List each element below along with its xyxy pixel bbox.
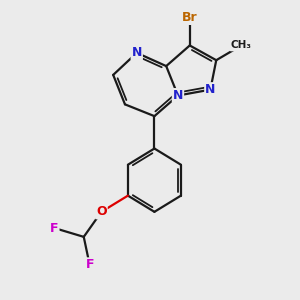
- Text: CH₃: CH₃: [231, 40, 252, 50]
- Text: N: N: [132, 46, 142, 59]
- Text: O: O: [96, 205, 107, 218]
- Text: N: N: [173, 89, 183, 102]
- Text: F: F: [50, 221, 58, 235]
- Text: N: N: [205, 83, 215, 96]
- Text: Br: Br: [182, 11, 198, 24]
- Text: F: F: [85, 258, 94, 271]
